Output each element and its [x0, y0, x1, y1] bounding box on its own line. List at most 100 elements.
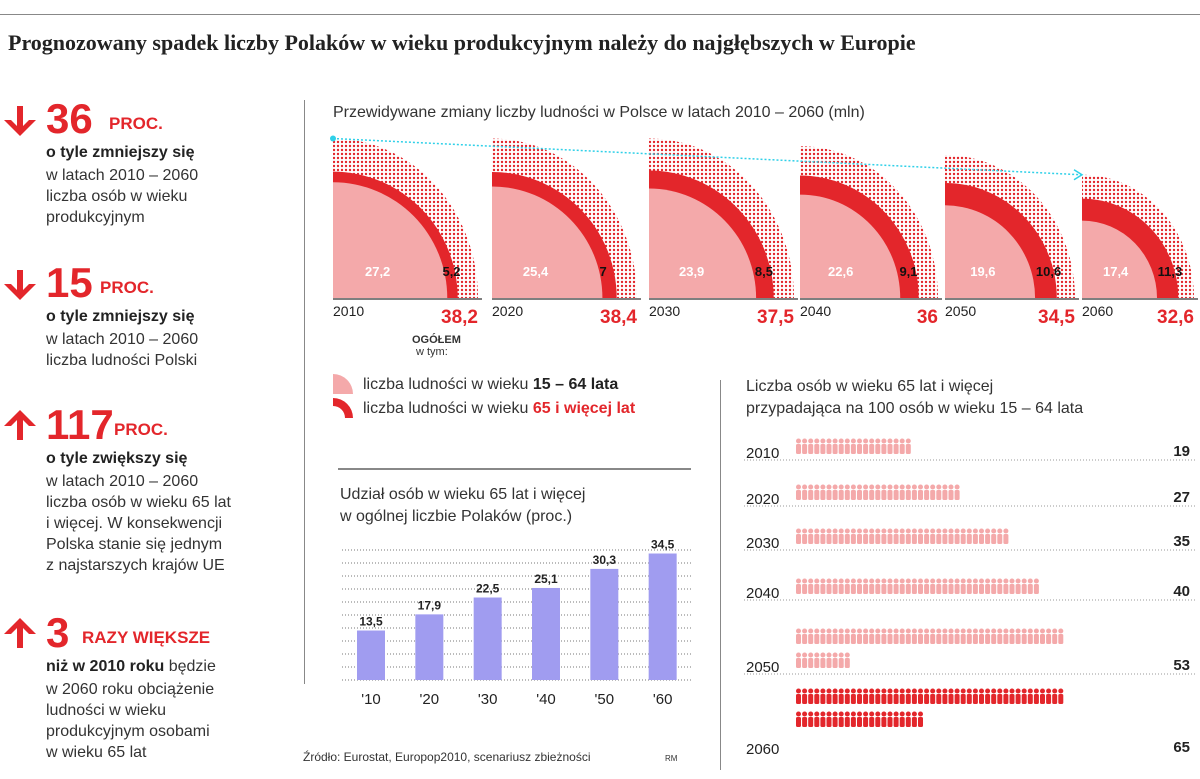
arrow-down-icon — [4, 106, 36, 136]
ratio-row-2040: 2040 40 — [744, 578, 1196, 602]
total-label: 38,4 — [600, 307, 637, 328]
legend-elderly: liczba ludności w wieku 65 i więcej lat — [363, 400, 635, 418]
person-icon — [881, 484, 887, 500]
person-icon — [1003, 688, 1009, 704]
share-bar-label: 34,5 — [651, 538, 675, 552]
person-icon — [850, 484, 856, 500]
person-icon — [844, 438, 850, 454]
stat-desc: w latach 2010 – 2060 liczba osób w wieku… — [46, 167, 199, 226]
ratio-year-label: 2030 — [746, 535, 779, 552]
ratio-year-label: 2020 — [746, 491, 779, 508]
person-icon — [802, 578, 808, 594]
person-icon — [1033, 578, 1039, 594]
person-icon — [979, 578, 984, 594]
person-icon — [826, 711, 832, 727]
person-icon — [814, 578, 820, 594]
person-icon — [924, 484, 930, 500]
stat-desc: w 2060 roku obciążenie ludności w wieku … — [46, 681, 215, 761]
person-icon — [875, 628, 881, 644]
person-icon — [948, 484, 954, 500]
person-icon — [905, 484, 911, 500]
person-icon — [869, 711, 875, 727]
year-label: 2040 — [800, 303, 831, 319]
person-icon — [802, 484, 808, 500]
person-icon — [887, 438, 893, 454]
person-icon — [832, 688, 838, 704]
person-icon — [820, 711, 826, 727]
person-icon — [796, 578, 801, 594]
person-icon — [838, 688, 844, 704]
person-icon — [826, 578, 832, 594]
share-bar-category: '60 — [653, 691, 673, 708]
elderly-label: 11,3 — [1158, 264, 1183, 279]
legend-prefix: liczba ludności w wieku — [363, 376, 533, 393]
ratio-row-2030: 2030 35 — [744, 528, 1196, 552]
ratio-value-label: 27 — [1173, 489, 1190, 506]
person-icon — [826, 438, 832, 454]
person-icon — [985, 688, 991, 704]
person-icon — [924, 688, 930, 704]
person-icon — [966, 688, 972, 704]
share-bar-chart: 13,5 '10 17,9 '20 22,5 '30 25,1 '40 30,3 '50 34,5 '… — [342, 538, 692, 708]
person-icon — [905, 438, 911, 454]
population-panel-2060: 17,4 11,3 2060 32,6 — [1082, 174, 1198, 328]
person-icon — [826, 688, 832, 704]
person-icon — [1033, 688, 1039, 704]
person-icon — [820, 528, 826, 544]
elderly-label: 9,1 — [899, 264, 917, 279]
person-icon — [991, 688, 997, 704]
person-icon — [899, 484, 905, 500]
ratio-row-2020: 2020 27 — [744, 484, 1196, 508]
person-icon — [832, 652, 838, 668]
person-icon — [850, 528, 856, 544]
person-icon — [869, 528, 875, 544]
person-icon — [844, 688, 850, 704]
stat-unit: PROC. — [100, 278, 154, 297]
stat-lead: niż w 2010 roku będzie — [46, 658, 216, 676]
person-icon — [948, 688, 954, 704]
person-icon — [905, 628, 911, 644]
person-icon — [954, 578, 960, 594]
year-label: 2010 — [333, 303, 364, 319]
person-icon — [905, 711, 911, 727]
person-icon — [899, 688, 905, 704]
stat-value: 3 — [46, 609, 70, 656]
elderly-label: 7 — [600, 264, 607, 279]
person-icon — [844, 711, 850, 727]
share-bar-category: '20 — [420, 691, 440, 708]
person-icon — [838, 578, 844, 594]
person-icon — [881, 688, 887, 704]
person-icon — [966, 528, 972, 544]
person-icon — [832, 484, 838, 500]
person-icon — [1015, 688, 1021, 704]
elderly-label: 5,2 — [442, 264, 460, 279]
person-icon — [1027, 578, 1033, 594]
person-icon — [911, 688, 917, 704]
person-icon — [918, 688, 923, 704]
year-label: 2020 — [492, 303, 523, 319]
ratio-pictogram-chart: 2010 19 2020 27 2030 35 2040 40 2050 53 2060 65 — [744, 438, 1196, 758]
person-icon — [850, 711, 856, 727]
person-icon — [875, 688, 881, 704]
working-age-label: 23,9 — [679, 264, 704, 279]
person-icon — [838, 484, 844, 500]
person-icon — [1003, 578, 1009, 594]
population-legend: liczba ludności w wieku 15 – 64 lata lic… — [333, 374, 693, 424]
person-icon — [802, 438, 808, 454]
person-icon — [844, 652, 850, 668]
person-icon — [796, 484, 801, 500]
working-age-label: 17,4 — [1103, 264, 1129, 279]
person-icon — [881, 578, 887, 594]
person-icon — [997, 528, 1003, 544]
person-icon — [808, 484, 814, 500]
stat-lead-bold: niż w 2010 roku — [46, 658, 165, 675]
person-icon — [960, 688, 966, 704]
person-icon — [936, 528, 942, 544]
person-icon — [857, 484, 862, 500]
person-icon — [918, 628, 923, 644]
person-icon — [930, 688, 936, 704]
person-icon — [893, 528, 899, 544]
person-icon — [1052, 688, 1058, 704]
person-icon — [863, 438, 869, 454]
ratio-year-label: 2050 — [746, 659, 779, 676]
